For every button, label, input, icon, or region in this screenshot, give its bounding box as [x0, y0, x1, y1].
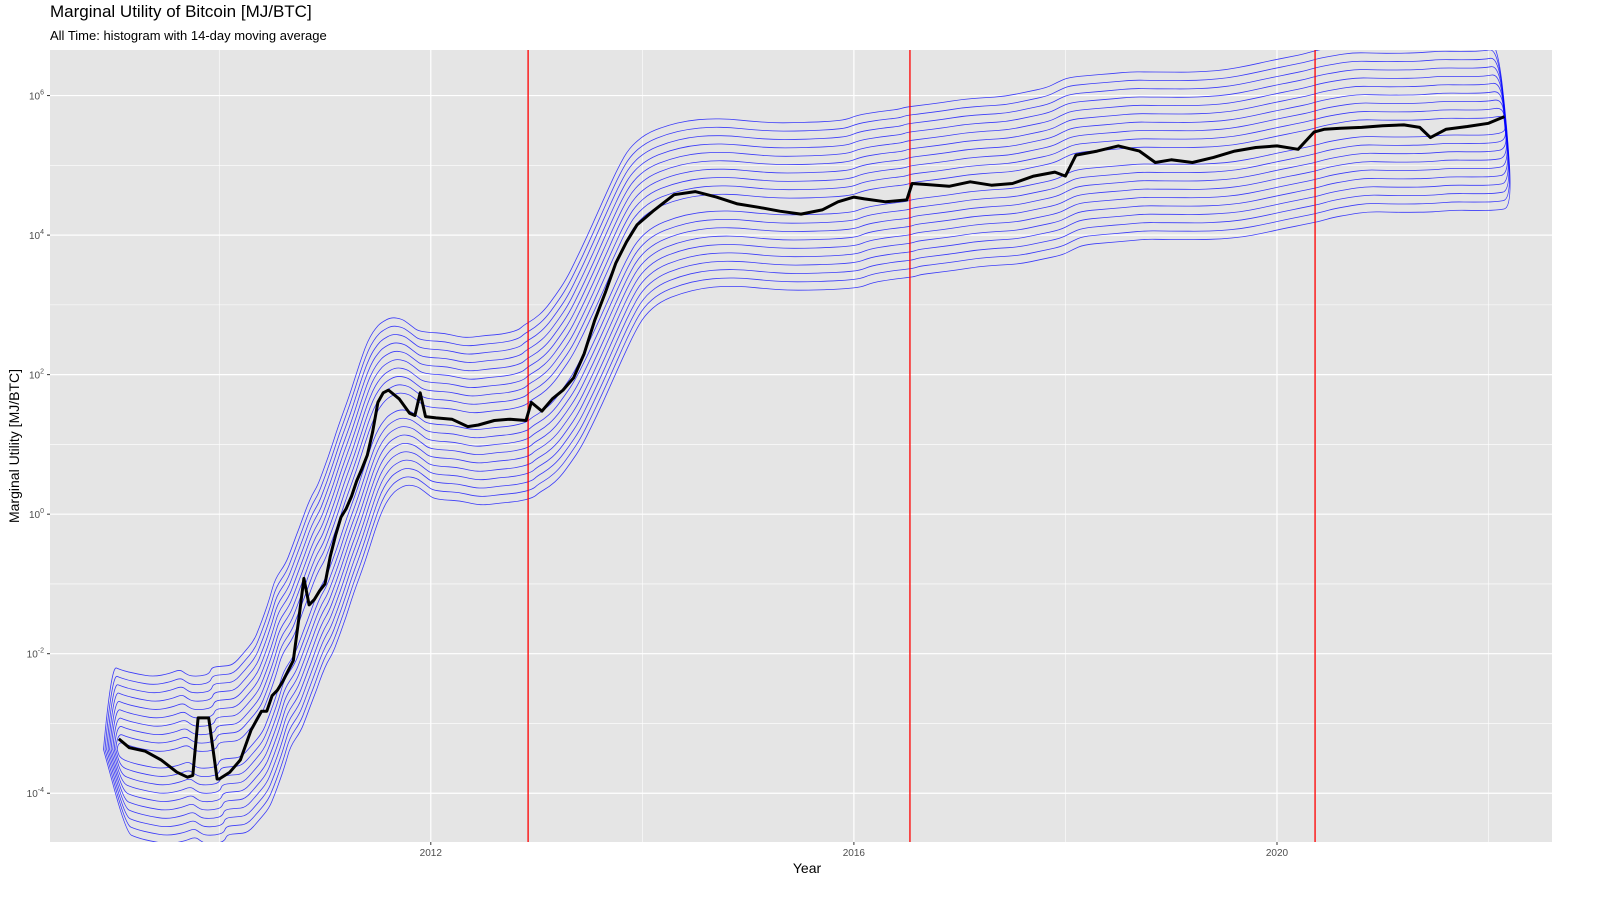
y-tick-label: 10-2: [27, 648, 44, 661]
y-tick-label: 102: [29, 369, 44, 382]
chart-subtitle: All Time: histogram with 14-day moving a…: [50, 28, 327, 43]
x-tick-label: 2016: [843, 848, 866, 859]
y-tick-label: 104: [29, 229, 44, 242]
y-tick-label: 106: [29, 90, 44, 103]
y-tick-label: 10-4: [27, 787, 44, 800]
y-tick-label: 100: [29, 508, 44, 521]
density-contour: [103, 50, 1511, 842]
x-tick-label: 2020: [1266, 848, 1289, 859]
x-axis-label: Year: [792, 860, 822, 876]
chart-title: Marginal Utility of Bitcoin [MJ/BTC]: [50, 2, 312, 21]
x-tick-label: 2012: [420, 848, 443, 859]
moving-average-line: [117, 115, 1505, 781]
